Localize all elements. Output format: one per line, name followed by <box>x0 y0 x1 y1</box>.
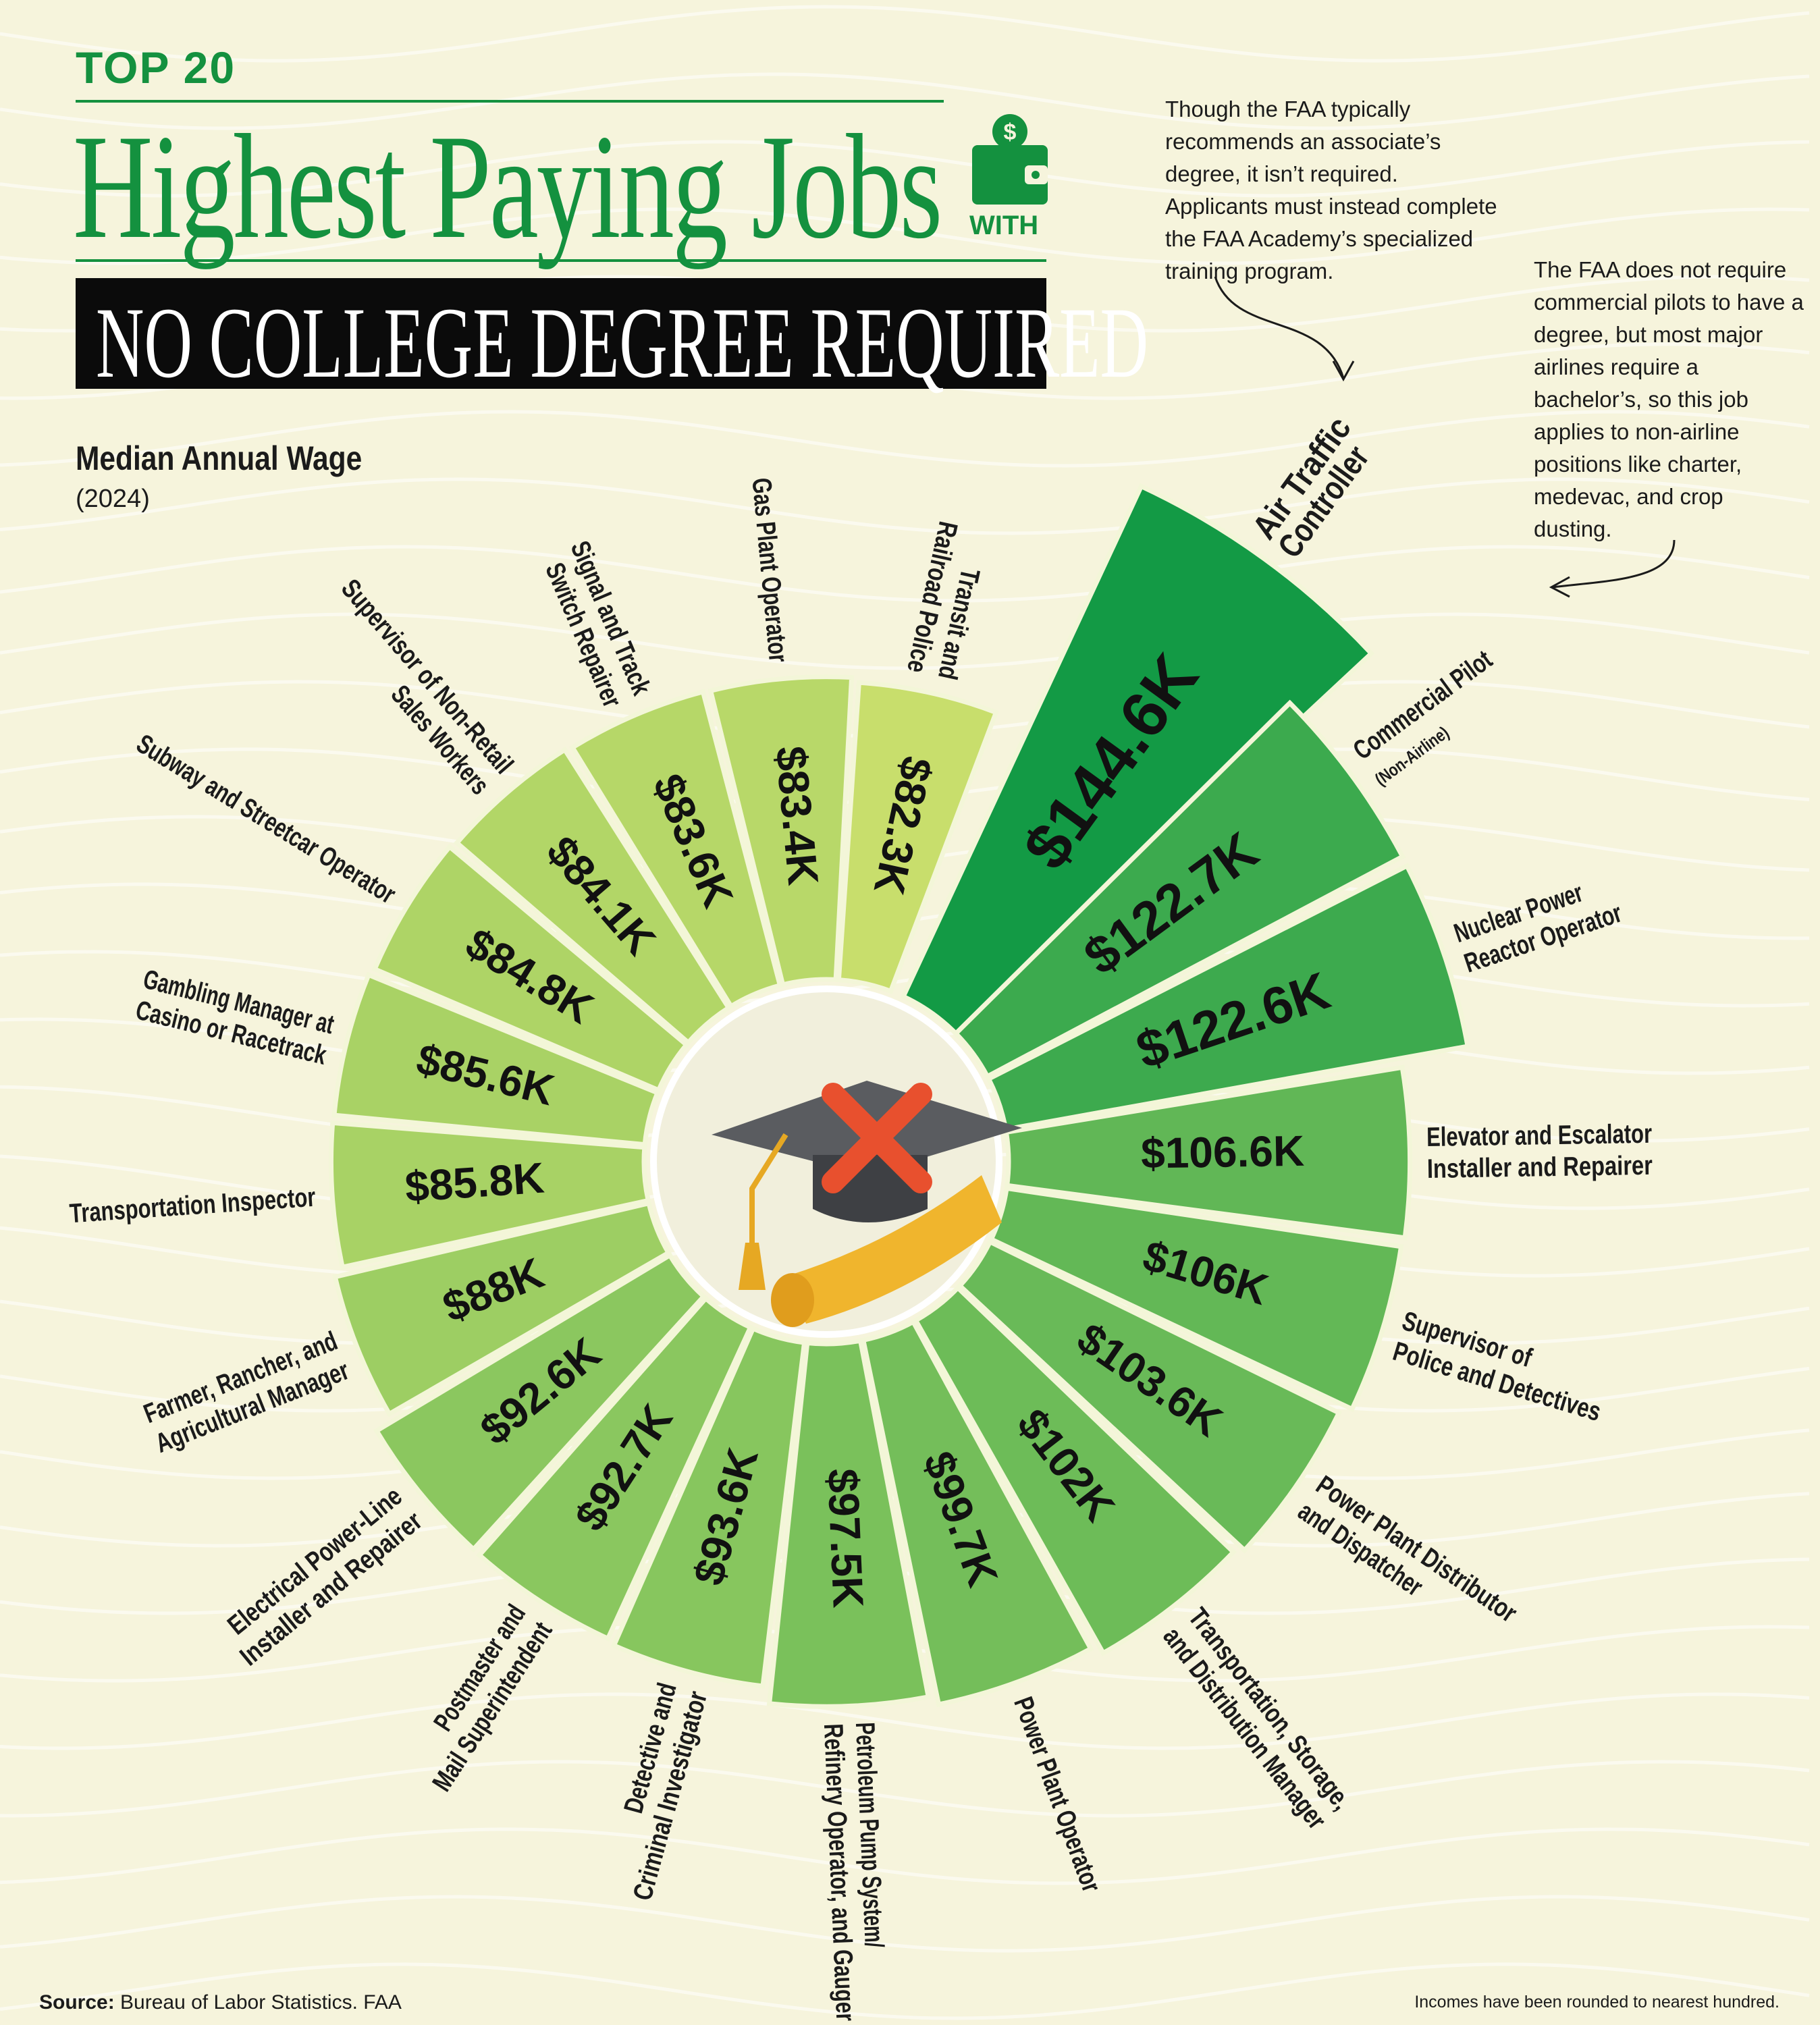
bar-wedge <box>766 1338 932 1709</box>
kicker: TOP 20 <box>76 43 236 92</box>
category-label: Air TrafficController <box>1245 410 1384 565</box>
bar-wedge <box>610 1325 807 1689</box>
bar-wedge <box>332 1200 672 1418</box>
bar-wedge <box>1003 1064 1413 1241</box>
source: Source: Bureau of Labor Statistics. FAA <box>39 1991 402 2014</box>
bar-wedge <box>860 1318 1094 1708</box>
bar-wedge <box>956 1239 1343 1554</box>
wave-line <box>0 1760 1810 1818</box>
graduation-cap-crossed-icon <box>650 986 1022 1338</box>
banner-text: NO COLLEGE DEGREE REQUIRED <box>96 287 1149 399</box>
category-label: Commercial Pilot(Non-Airline) <box>1348 645 1516 790</box>
pilot-note: The FAA does not require commercial pilo… <box>1534 257 1804 541</box>
category-label: Detective andCriminal Investigator <box>597 1679 713 1904</box>
value-label: $97.5K <box>818 1467 873 1609</box>
category-label-line: Transportation Inspector <box>69 1183 317 1229</box>
bar-wedge <box>900 483 1375 1041</box>
bar-wedge <box>988 1185 1404 1413</box>
category-label: Elevator and EscalatorInstaller and Repa… <box>1426 1119 1653 1184</box>
svg-text:$: $ <box>1004 119 1017 145</box>
category-label: Power Plant Distributorand Dispatcher <box>1293 1470 1522 1654</box>
category-label: Postmaster andMail Superintendent <box>400 1600 558 1797</box>
category-label-line: Elevator and Escalator <box>1426 1119 1653 1152</box>
category-label: Electrical Power-LineInstaller and Repai… <box>215 1482 428 1672</box>
bar-wedge <box>912 1284 1237 1656</box>
category-label: Gambling Manager atCasino or Racetrack <box>133 965 338 1071</box>
chart-year: (2024) <box>76 485 150 513</box>
wave-line <box>0 140 1810 198</box>
category-label-line: Supervisor of Non-Retail <box>336 574 519 780</box>
wave-line <box>0 545 1810 603</box>
wave-line <box>0 1692 1810 1750</box>
category-label: Power Plant Operator <box>1008 1693 1106 1896</box>
arrow-head <box>1332 360 1355 382</box>
bar-wedge <box>569 688 783 1010</box>
divider <box>76 259 1046 262</box>
bar-wedge <box>707 674 855 988</box>
wave-line <box>0 477 1810 535</box>
divider <box>76 100 944 103</box>
wave-line <box>0 207 1810 265</box>
bar-wedge <box>328 1120 651 1270</box>
category-label-line: Power Plant Operator <box>1008 1693 1106 1896</box>
rounding-note: Incomes have been rounded to nearest hun… <box>1414 1993 1779 2012</box>
wave-line <box>0 410 1810 468</box>
bar-wedge <box>371 843 690 1094</box>
category-label: Supervisor of Non-RetailSales Workers <box>311 574 518 801</box>
banner: NO COLLEGE DEGREE REQUIRED <box>76 278 1148 399</box>
value-label: $106.6K <box>1141 1127 1305 1178</box>
wave-line <box>0 1895 1810 1953</box>
category-label: Transportation Inspector <box>69 1183 317 1229</box>
bar-wedge <box>373 1251 707 1553</box>
wave-line <box>0 612 1810 670</box>
bar-wedge <box>476 1295 754 1642</box>
bar-wedge <box>331 971 661 1148</box>
category-label: Petroleum Pump System/Refinery Operator,… <box>818 1722 892 2022</box>
category-label: Subway and Streetcar Operator <box>132 729 401 910</box>
bar-wedge <box>453 746 732 1046</box>
pilot-note-arrow <box>1552 539 1676 589</box>
category-label: Nuclear PowerReactor Operator <box>1451 868 1626 979</box>
chart-subtitle: Median Annual Wage <box>76 439 363 477</box>
wave-line <box>0 72 1810 130</box>
atc-note: Though the FAA typically recommends an a… <box>1165 97 1497 284</box>
category-label-line: Installer and Repairer <box>1427 1151 1653 1184</box>
value-label: $85.8K <box>404 1153 546 1211</box>
wallet-dollar-icon: $ <box>972 114 1048 205</box>
atc-note-arrow <box>1214 276 1345 379</box>
arrow-head <box>1549 576 1570 598</box>
category-label: Signal and TrackSwitch Repairer <box>535 537 656 712</box>
wave-line <box>0 5 1810 63</box>
category-label: Transportation, Storage,and Distribution… <box>1157 1602 1357 1835</box>
category-label: Transit andRailroad Police <box>901 519 994 682</box>
category-label-line: Subway and Streetcar Operator <box>132 729 401 910</box>
category-label: Supervisor ofPolice and Detectives <box>1389 1306 1613 1427</box>
wave-line <box>0 950 1810 1008</box>
source-label: Source: <box>39 1991 115 2014</box>
category-label: Farmer, Rancher, andAgricultural Manager <box>140 1326 353 1459</box>
source-text: Bureau of Labor Statistics. FAA <box>120 1991 402 2014</box>
with-label: WITH <box>969 211 1039 240</box>
category-label-line: Gas Plant Operator <box>746 477 793 664</box>
wave-line <box>0 1827 1810 1885</box>
bar-wedge <box>836 680 1000 994</box>
wave-line <box>0 1962 1810 2020</box>
category-label: Gas Plant Operator <box>746 477 793 664</box>
page-title: Highest Paying Jobs <box>73 104 942 270</box>
bar-wedge <box>952 699 1406 1080</box>
bar-wedge <box>985 863 1471 1133</box>
